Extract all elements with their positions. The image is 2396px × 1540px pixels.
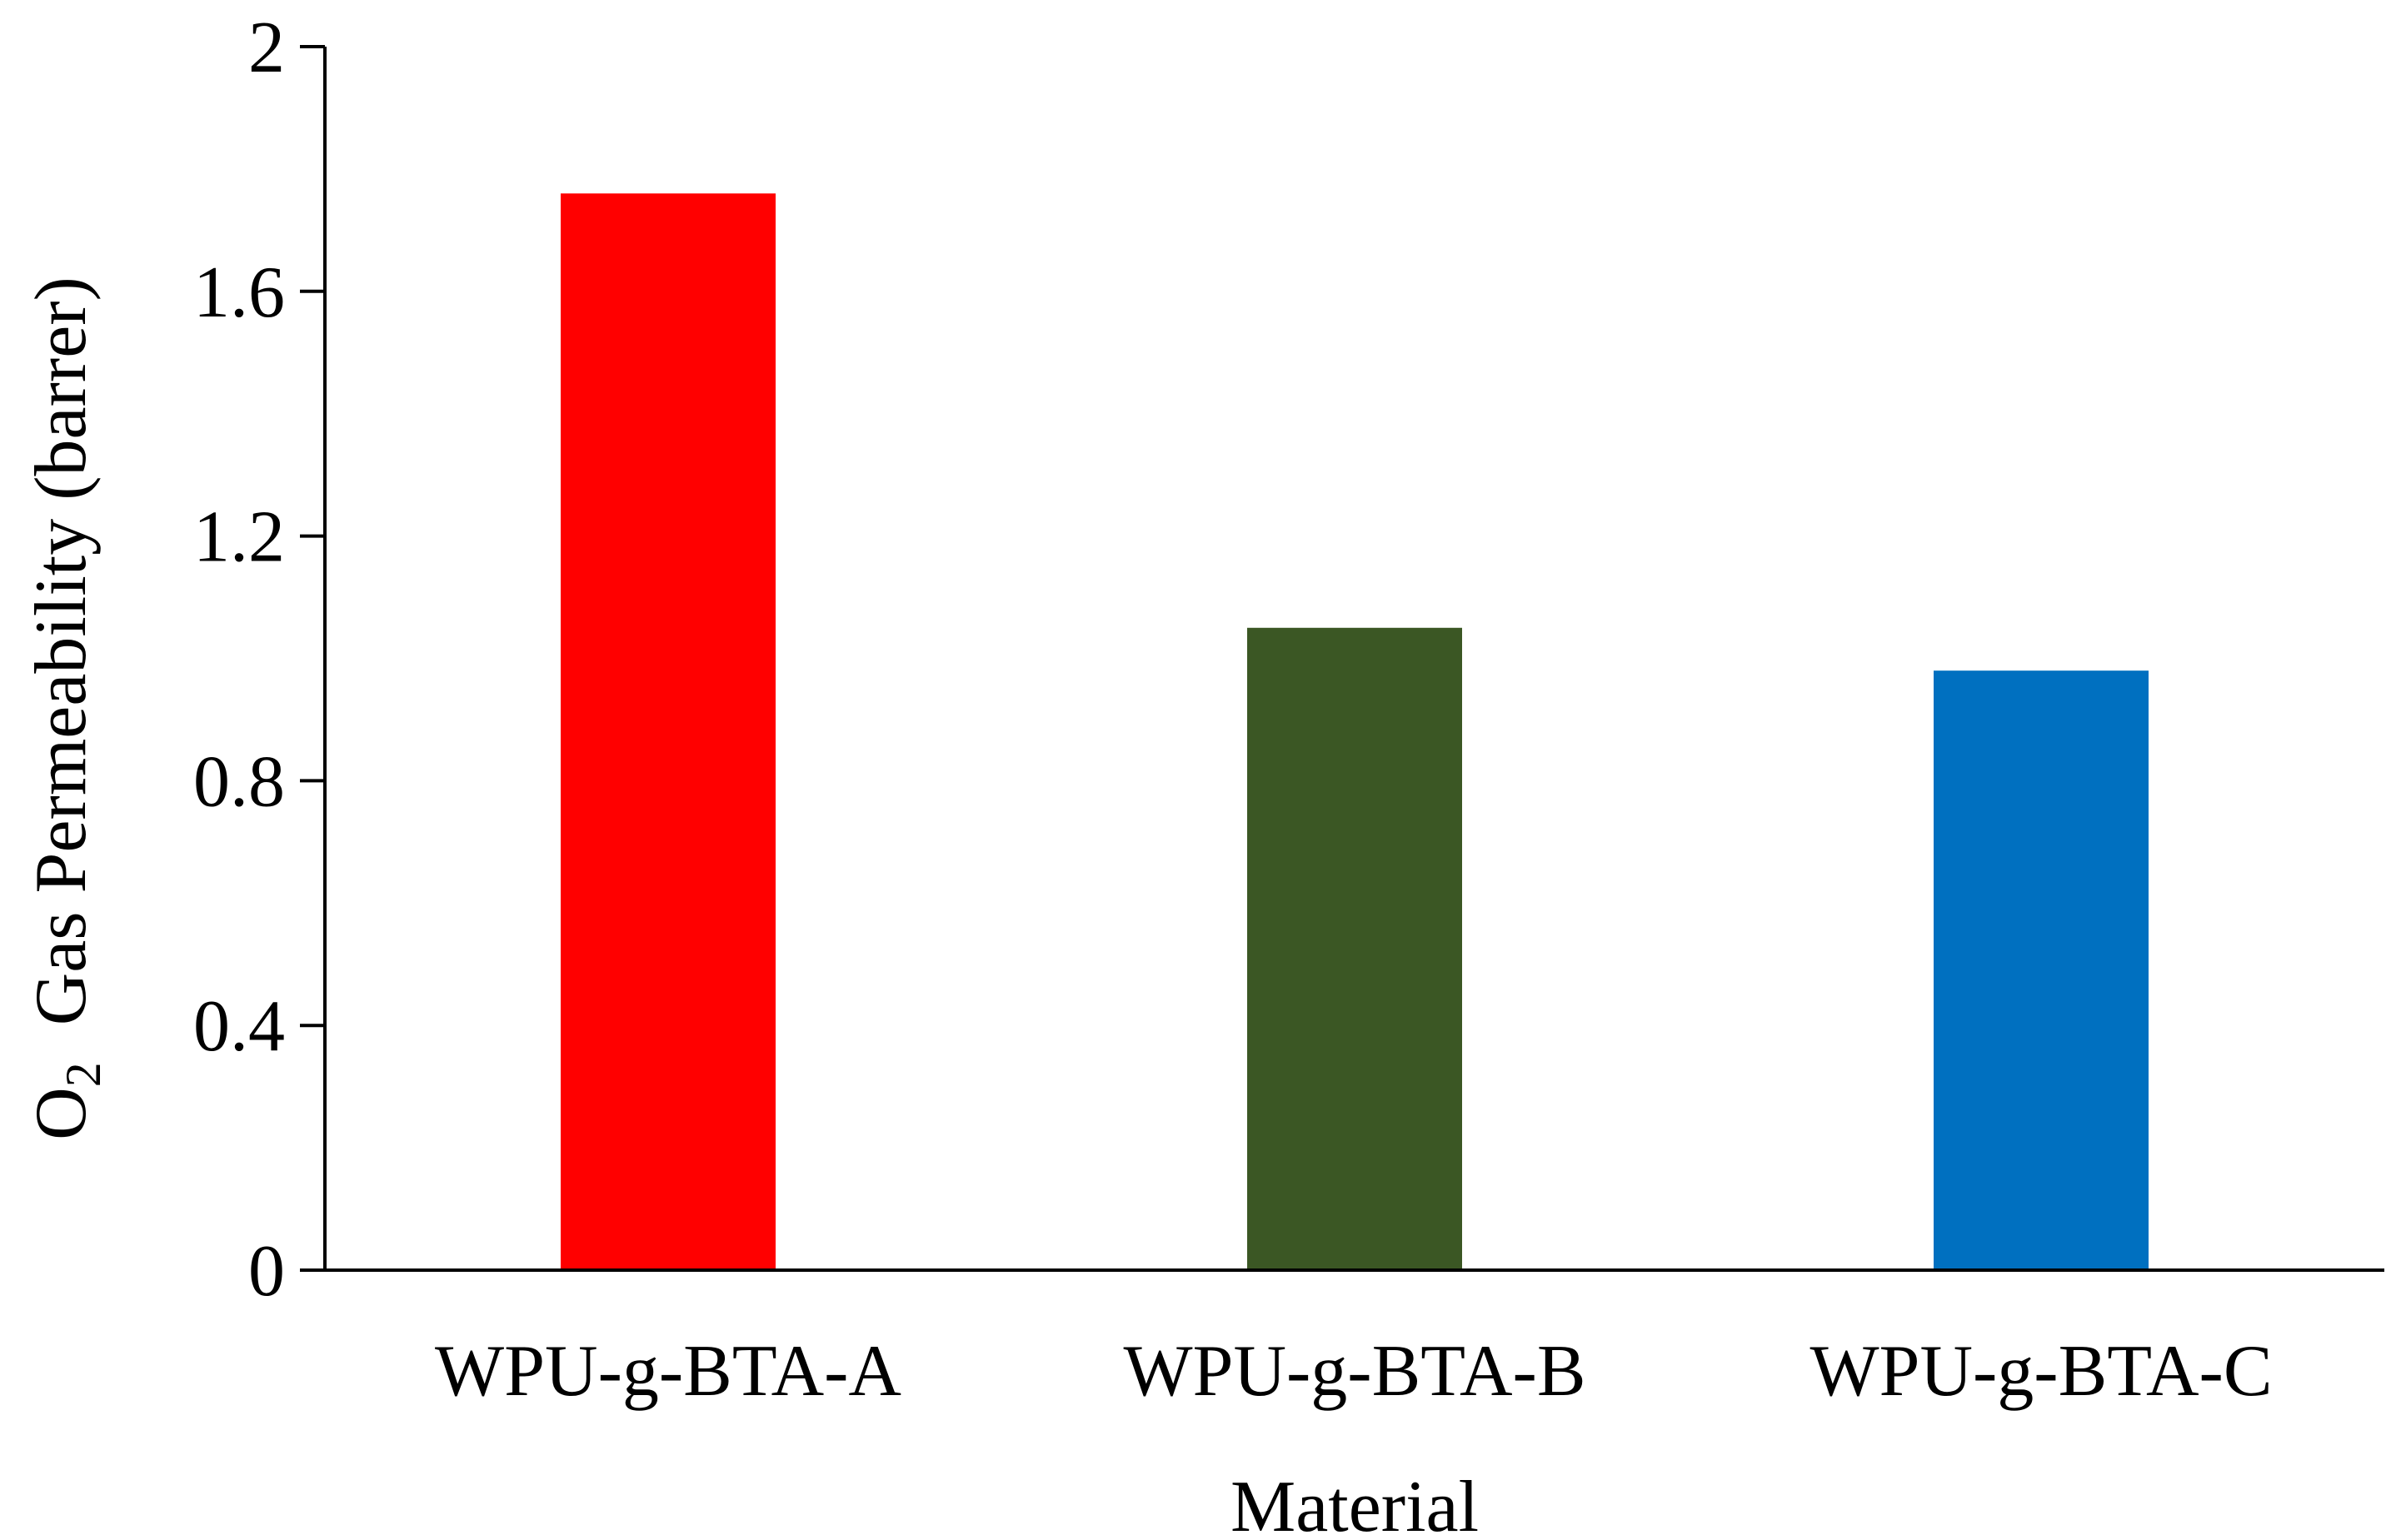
y-axis-title-suffix: Gas Permeability (barrer) bbox=[21, 277, 102, 1062]
bar-wpu-g-bta-b bbox=[1247, 627, 1462, 1270]
y-tick-label: 0.4 bbox=[193, 986, 285, 1067]
y-tick-label: 2 bbox=[248, 7, 285, 88]
x-category-label: WPU-g-BTA-B bbox=[1123, 1331, 1585, 1412]
y-axis-ticks: 0 0.4 0.8 1.2 1.6 2 bbox=[193, 7, 325, 1312]
x-axis-category-labels: WPU-g-BTA-A WPU-g-BTA-B WPU-g-BTA-C bbox=[435, 1331, 2273, 1412]
y-axis-title-subscript: 2 bbox=[56, 1062, 111, 1087]
y-axis-title: O2 Gas Permeability (barrer) bbox=[21, 277, 111, 1140]
y-tick-label: 0.8 bbox=[193, 741, 285, 822]
x-axis-title: Material bbox=[1230, 1467, 1479, 1540]
x-category-label: WPU-g-BTA-C bbox=[1809, 1331, 2272, 1412]
x-category-label: WPU-g-BTA-A bbox=[435, 1331, 901, 1412]
y-axis-title-prefix: O bbox=[21, 1087, 102, 1140]
y-tick-label: 1.6 bbox=[193, 252, 285, 333]
y-tick-label: 1.2 bbox=[193, 497, 285, 578]
y-tick-label: 0 bbox=[248, 1231, 285, 1312]
bar-wpu-g-bta-a bbox=[561, 193, 776, 1270]
bar-wpu-g-bta-c bbox=[1934, 670, 2149, 1270]
bars-group bbox=[561, 193, 2149, 1270]
